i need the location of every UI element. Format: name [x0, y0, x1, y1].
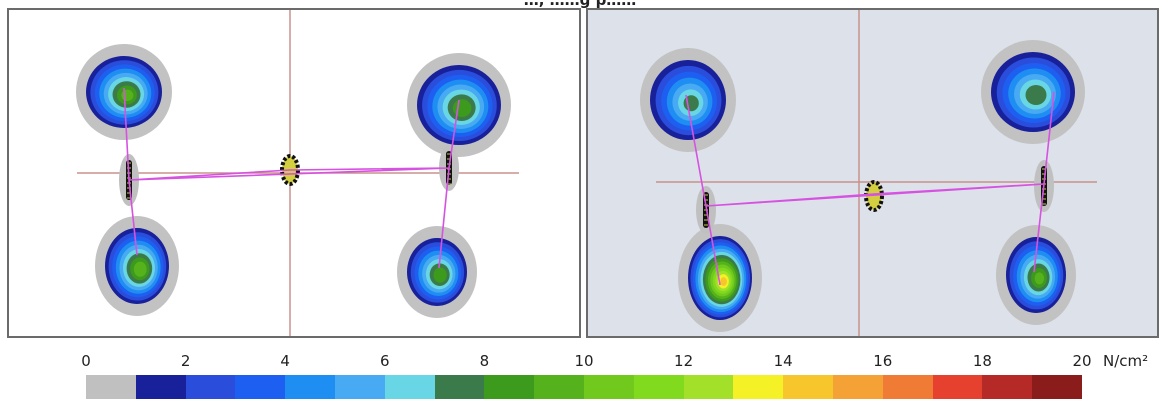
colorbar-tick-label: 14	[773, 352, 793, 370]
colorbar-swatch	[185, 375, 236, 399]
colorbar-swatch	[334, 375, 385, 399]
pressure-map-right-svg	[640, 10, 1097, 336]
chart-title: …, ……g p……	[523, 0, 637, 9]
colorbar-tick-label: 6	[380, 352, 390, 370]
colorbar-tick-label: 2	[180, 352, 191, 370]
pressure-blob	[640, 48, 736, 152]
pressure-blob-level	[1034, 272, 1045, 285]
center-marker-fill	[866, 182, 882, 210]
colorbar-tick-label: 4	[280, 352, 290, 370]
pressure-link-line	[685, 91, 1055, 286]
center-of-pressure-marker	[864, 180, 884, 212]
pressure-blob-level	[433, 267, 447, 283]
colorbar	[86, 375, 1082, 399]
colorbar-tick-label: 12	[674, 352, 694, 370]
colorbar-swatch	[583, 375, 634, 399]
colorbar-swatch	[733, 375, 784, 399]
pressure-blob-level	[452, 99, 472, 118]
colorbar-swatch	[484, 375, 535, 399]
pressure-map-left	[7, 8, 581, 338]
colorbar-tick-label: 10	[574, 352, 594, 370]
colorbar-swatch	[882, 375, 933, 399]
colorbar-unit: N/cm²	[1103, 352, 1149, 370]
colorbar-swatch	[235, 375, 286, 399]
colorbar-tick-label: 18	[972, 352, 992, 370]
colorbar-swatch	[982, 375, 1033, 399]
pressure-map-right	[586, 8, 1159, 338]
colorbar-swatch	[932, 375, 983, 399]
pressure-blob	[407, 53, 511, 157]
colorbar-swatch	[384, 375, 435, 399]
pressure-blob-level	[121, 89, 134, 102]
colorbar-swatch	[135, 375, 186, 399]
colorbar-swatch	[86, 375, 136, 399]
colorbar-swatch	[633, 375, 684, 399]
pressure-blob	[76, 44, 172, 140]
pressure-blob	[981, 40, 1085, 144]
colorbar-tick-labels: 0 2 4 6 8 10 12 14 16 18 20	[0, 352, 1163, 372]
pressure-blob	[95, 216, 179, 316]
pressure-blob	[678, 224, 762, 332]
colorbar-tick-label: 8	[479, 352, 490, 370]
colorbar-swatch	[534, 375, 584, 399]
pressure-blob	[996, 225, 1076, 325]
colorbar-tick-label: 0	[81, 352, 91, 370]
colorbar-swatch	[434, 375, 485, 399]
pressure-link-line	[123, 87, 460, 269]
colorbar-swatch	[285, 375, 335, 399]
pressure-blob-level	[1025, 85, 1047, 105]
colorbar-swatch	[832, 375, 883, 399]
colorbar-tick-label: 20	[1072, 352, 1092, 370]
colorbar-swatch	[683, 375, 734, 399]
colorbar-tick-label: 16	[873, 352, 893, 370]
pressure-blob-level	[133, 261, 147, 277]
colorbar-swatch	[1032, 375, 1082, 399]
pressure-blob-level	[720, 277, 727, 286]
colorbar-swatch	[783, 375, 833, 399]
pressure-map-left-svg	[76, 10, 519, 336]
pressure-blob	[397, 226, 477, 318]
center-marker-outline	[864, 180, 884, 212]
